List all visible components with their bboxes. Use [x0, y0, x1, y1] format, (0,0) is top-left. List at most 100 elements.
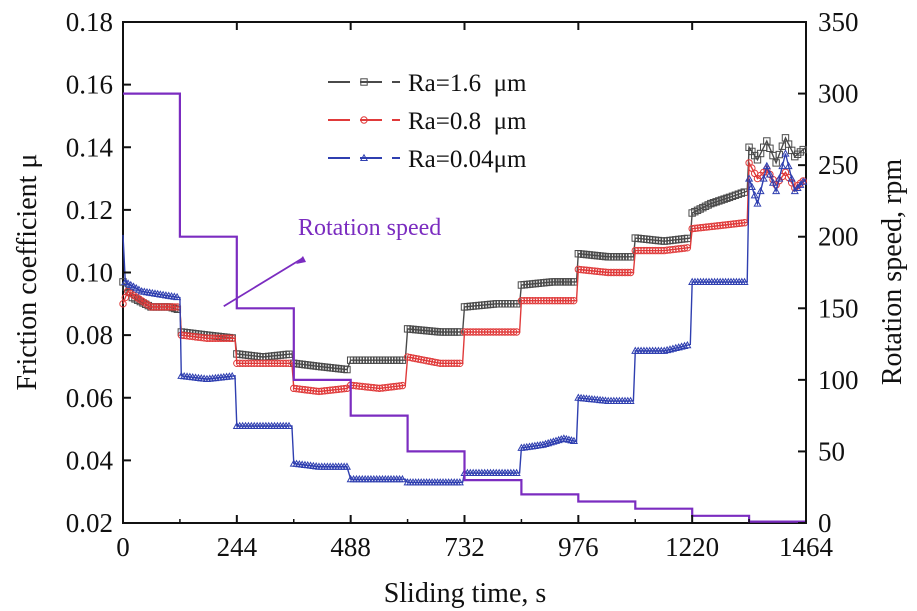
data-point — [495, 328, 503, 336]
x-axis-title: Sliding time, s — [384, 578, 547, 609]
data-point — [157, 303, 166, 311]
data-point — [358, 382, 366, 391]
data-point — [214, 334, 222, 342]
series-2 — [121, 149, 808, 486]
data-point — [312, 387, 320, 395]
data-point — [323, 386, 332, 395]
series-line — [123, 92, 806, 523]
y-right-tick-label: 0 — [818, 508, 832, 538]
data-point — [420, 356, 428, 364]
data-point — [688, 209, 696, 217]
data-point — [699, 203, 707, 212]
data-point — [781, 149, 790, 157]
data-point — [439, 359, 447, 368]
data-point — [567, 296, 575, 305]
data-point — [203, 334, 211, 342]
y-left-tick-label: 0.18 — [66, 7, 113, 37]
data-point — [208, 334, 217, 342]
data-point — [384, 383, 392, 392]
data-point — [206, 334, 214, 342]
data-point — [523, 296, 531, 305]
data-point — [334, 385, 343, 393]
data-point — [674, 245, 683, 253]
data-point — [765, 170, 774, 178]
data-point — [220, 334, 228, 342]
data-point — [775, 174, 784, 182]
data-point — [671, 343, 680, 352]
y-left-tick-label: 0.12 — [66, 195, 113, 225]
data-point — [621, 268, 629, 277]
data-point — [778, 161, 787, 170]
data-point — [480, 328, 489, 336]
data-point — [409, 354, 417, 362]
data-point — [781, 168, 790, 177]
data-point — [352, 382, 361, 390]
data-point — [710, 222, 719, 230]
data-point — [660, 346, 669, 354]
data-point — [626, 253, 635, 261]
data-point — [672, 245, 680, 253]
data-point — [712, 198, 720, 206]
data-point — [378, 384, 387, 392]
data-point — [772, 186, 781, 195]
x-tick-label: 1220 — [665, 532, 719, 562]
legend-label: Ra=0.8 μm — [408, 108, 527, 135]
data-point — [121, 293, 130, 302]
data-point — [663, 345, 672, 354]
data-point — [753, 199, 762, 207]
data-point — [372, 384, 381, 392]
data-point — [392, 382, 401, 390]
data-point — [512, 328, 521, 336]
data-point — [320, 387, 329, 395]
data-point — [683, 244, 692, 252]
data-point — [610, 268, 618, 277]
data-point — [173, 292, 182, 301]
data-point — [414, 355, 423, 363]
data-point — [398, 474, 407, 483]
data-point — [436, 359, 444, 368]
data-point — [168, 303, 176, 311]
y-left-tick-label: 0.14 — [66, 132, 114, 162]
data-point — [364, 383, 372, 391]
data-point — [186, 332, 194, 340]
data-point — [197, 333, 205, 342]
data-point — [517, 296, 526, 305]
data-point — [526, 296, 534, 305]
data-point — [577, 265, 585, 274]
data-point — [282, 359, 290, 368]
y-right-tick-label: 100 — [818, 365, 859, 395]
data-point — [253, 359, 261, 368]
data-point — [719, 221, 727, 229]
data-point — [165, 303, 174, 311]
data-point — [750, 191, 759, 199]
data-point — [553, 296, 562, 305]
data-point — [724, 220, 732, 229]
data-point — [507, 328, 515, 336]
data-point — [549, 437, 558, 445]
data-point — [688, 224, 696, 233]
legend-marker — [359, 153, 369, 162]
data-point — [680, 244, 689, 252]
series-line — [122, 153, 807, 483]
data-point — [318, 387, 326, 395]
data-point — [425, 357, 434, 365]
data-point — [723, 194, 731, 202]
data-point — [680, 341, 689, 349]
data-point — [574, 265, 583, 274]
data-point — [381, 383, 389, 392]
data-point — [483, 328, 492, 336]
data-point — [569, 436, 578, 445]
data-point — [564, 296, 573, 305]
data-point — [643, 246, 651, 255]
data-point — [228, 371, 237, 380]
data-point — [304, 386, 312, 394]
data-point — [561, 296, 570, 305]
data-point — [403, 353, 412, 361]
data-point — [702, 223, 710, 231]
data-point — [152, 303, 161, 311]
data-point — [582, 266, 591, 274]
data-point — [528, 296, 537, 305]
data-point — [355, 382, 364, 390]
data-point — [332, 385, 340, 394]
